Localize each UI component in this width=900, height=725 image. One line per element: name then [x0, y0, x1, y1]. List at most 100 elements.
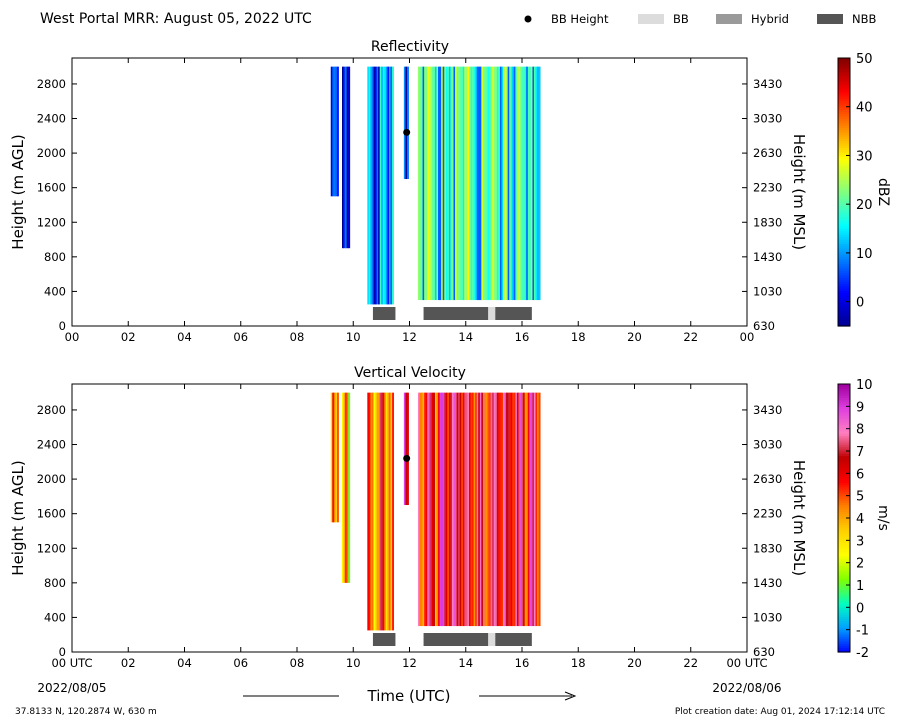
data-column — [370, 392, 373, 631]
bb-height-marker — [403, 454, 411, 462]
y-tick-label-right: 1830 — [753, 541, 782, 555]
colorbar-segment — [838, 395, 850, 398]
data-column — [523, 66, 526, 301]
colorbar-segment — [838, 160, 850, 164]
data-column — [448, 66, 451, 301]
colorbar-segment — [838, 140, 850, 144]
data-column — [507, 66, 510, 301]
colorbar-segment — [838, 145, 850, 148]
x-tick-label: 20 — [627, 656, 642, 670]
y-tick-label: 0 — [59, 319, 66, 333]
y-tick-label: 0 — [59, 645, 66, 659]
data-column — [378, 392, 381, 631]
colorbar-segment — [838, 221, 850, 224]
colorbar-segment — [838, 622, 850, 626]
colorbar-segment — [838, 187, 850, 191]
y-tick-label: 800 — [44, 576, 66, 590]
data-column — [510, 66, 513, 301]
colorbar-tick-label: 40 — [856, 101, 873, 116]
colorbar-segment — [838, 259, 850, 262]
colorbar-segment — [838, 323, 850, 327]
x-tick-label: 08 — [290, 656, 305, 670]
data-column — [468, 392, 471, 627]
colorbar-segment — [838, 189, 850, 193]
colorbar-segment — [838, 625, 850, 629]
data-column — [425, 392, 428, 627]
colorbar-segment — [838, 464, 850, 468]
colorbar-segment — [838, 245, 850, 249]
colorbar-segment — [838, 493, 850, 497]
colorbar-segment — [838, 167, 850, 171]
colorbar-segment — [838, 526, 850, 530]
data-column — [436, 66, 439, 301]
colorbar-segment — [838, 585, 850, 588]
colorbar-segment — [838, 80, 850, 84]
colorbar-segment — [838, 192, 850, 195]
data-column — [462, 392, 465, 627]
colorbar-tick-label: 30 — [856, 149, 873, 164]
colorbar-segment — [838, 384, 850, 387]
colorbar-segment — [838, 138, 850, 142]
colorbar-tick-label: -1 — [856, 624, 869, 639]
data-column — [373, 392, 376, 631]
colorbar-segment — [838, 58, 850, 61]
y-tick-label: 1600 — [37, 507, 66, 521]
data-column — [381, 392, 384, 631]
data-column — [442, 66, 445, 301]
y-tick-label: 2000 — [37, 472, 66, 486]
colorbar-segment — [838, 200, 850, 204]
y-tick-label-right: 3430 — [753, 77, 782, 91]
data-column — [375, 66, 377, 305]
colorbar-segment — [838, 587, 850, 591]
colorbar-segment — [838, 241, 850, 244]
data-column — [533, 392, 536, 627]
colorbar-segment — [838, 401, 850, 405]
x-tick-label: 12 — [402, 656, 417, 670]
velocity-ylabel-right: Height (m MSL) — [790, 460, 808, 576]
data-column — [425, 66, 428, 301]
colorbar-segment — [838, 542, 850, 546]
data-column — [388, 392, 391, 631]
nbb-legend-label: NBB — [852, 12, 876, 26]
data-column — [526, 392, 529, 627]
colorbar-segment — [838, 272, 850, 276]
data-column — [453, 392, 456, 627]
data-column — [461, 66, 464, 301]
data-column — [405, 392, 408, 506]
colorbar-segment — [838, 93, 850, 97]
data-column — [451, 392, 454, 627]
colorbar-tick-label: 0 — [856, 601, 864, 616]
bb-type-bar-nbb — [495, 307, 532, 320]
bb-height-marker — [403, 128, 411, 136]
x-tick-label: 12 — [402, 330, 417, 344]
colorbar-segment — [838, 406, 850, 410]
bb-legend-label: BB — [673, 12, 689, 26]
data-column — [506, 66, 509, 301]
data-column — [526, 66, 529, 301]
data-column — [501, 66, 504, 301]
y-tick-label: 2400 — [37, 112, 66, 126]
colorbar-segment — [838, 580, 850, 584]
data-column — [489, 392, 492, 627]
reflectivity-title: Reflectivity — [371, 39, 449, 55]
reflectivity-frame — [71, 57, 748, 327]
data-column — [529, 392, 532, 627]
data-column — [441, 66, 444, 301]
colorbar-segment — [838, 459, 850, 463]
y-tick-label-right: 1830 — [753, 215, 782, 229]
data-column — [470, 392, 473, 627]
colorbar-segment — [838, 609, 850, 613]
data-column — [335, 392, 338, 523]
colorbar-segment — [838, 301, 850, 305]
colorbar-segment — [838, 162, 850, 166]
colorbar-segment — [838, 538, 850, 541]
x-tick-label: 00 UTC — [51, 656, 92, 670]
data-column — [532, 66, 535, 301]
colorbar-segment — [838, 410, 850, 414]
colorbar-segment — [838, 136, 850, 139]
data-column — [455, 66, 458, 301]
colorbar-segment — [838, 488, 850, 492]
data-column — [456, 392, 459, 627]
colorbar-segment — [838, 569, 850, 573]
colorbar-segment — [838, 292, 850, 296]
